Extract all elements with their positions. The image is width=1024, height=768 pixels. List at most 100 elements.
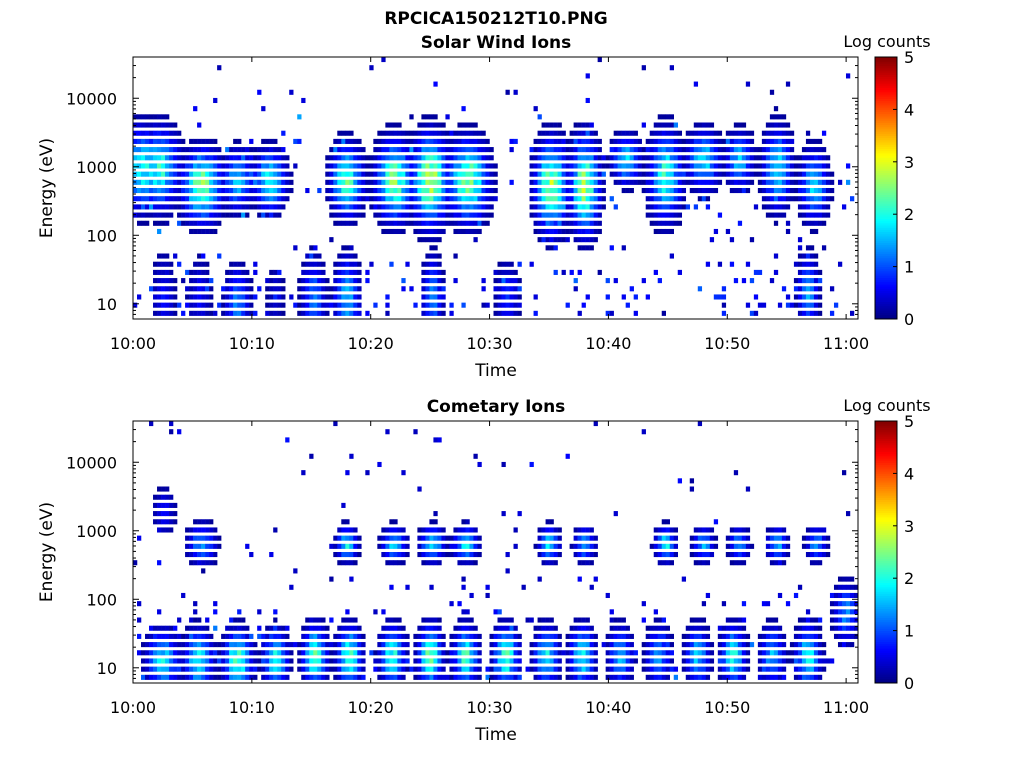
heatmap-cell — [249, 633, 254, 639]
heatmap-cell — [381, 138, 386, 144]
heatmap-cell — [645, 179, 650, 185]
heatmap-cell — [665, 674, 670, 680]
heatmap-cell — [577, 228, 582, 235]
heatmap-cell — [205, 617, 210, 623]
heatmap-cell — [717, 666, 723, 672]
heatmap-cell — [777, 658, 783, 664]
heatmap-cell — [817, 666, 823, 672]
heatmap-cell — [393, 130, 398, 136]
heatmap-cell — [221, 650, 226, 656]
heatmap-cell — [625, 147, 630, 153]
colorbar-segment — [875, 144, 897, 147]
heatmap-cell — [201, 155, 206, 161]
heatmap-cell — [557, 650, 562, 656]
heatmap-cell — [357, 212, 362, 218]
heatmap-cell — [381, 196, 386, 202]
heatmap-cell — [781, 171, 787, 177]
heatmap-cell — [273, 171, 278, 177]
heatmap-cell — [381, 204, 386, 210]
heatmap-cell — [413, 666, 418, 672]
heatmap-cell — [489, 179, 494, 185]
heatmap-cell — [201, 543, 206, 549]
heatmap-cell — [717, 633, 723, 639]
heatmap-cell — [801, 294, 807, 300]
heatmap-cell — [401, 130, 406, 136]
heatmap-cell — [381, 155, 386, 161]
colorbar-segment — [875, 142, 897, 145]
heatmap-cell — [425, 261, 430, 267]
heatmap-cell — [765, 163, 771, 169]
heatmap-cell — [433, 196, 438, 202]
heatmap-cell — [429, 650, 434, 656]
colorbar-segment — [875, 543, 897, 546]
heatmap-cell — [245, 642, 250, 648]
heatmap-cell — [257, 204, 262, 210]
heatmap-cell — [173, 310, 178, 316]
heatmap-cell — [313, 269, 318, 275]
heatmap-cell — [229, 163, 234, 169]
heatmap-cell — [397, 196, 402, 202]
heatmap-cell — [369, 188, 374, 194]
heatmap-cell — [157, 179, 162, 185]
heatmap-cell — [473, 130, 478, 136]
heatmap-cell — [497, 302, 502, 308]
heatmap-cell — [517, 674, 522, 680]
heatmap-cell — [821, 204, 827, 210]
heatmap-cell — [453, 278, 458, 284]
heatmap-cell — [745, 658, 751, 664]
heatmap-cell — [457, 650, 462, 656]
heatmap-cell — [609, 147, 614, 153]
heatmap-cell — [193, 147, 198, 153]
heatmap-cell — [761, 171, 767, 177]
heatmap-cell — [337, 212, 342, 218]
heatmap-cell — [581, 658, 586, 664]
heatmap-cell — [573, 237, 578, 243]
heatmap-cell — [701, 617, 707, 623]
heatmap-cell — [749, 237, 755, 243]
heatmap-cell — [213, 543, 218, 549]
heatmap-cell — [741, 617, 747, 623]
heatmap-cell — [257, 171, 262, 177]
heatmap-cell — [209, 552, 214, 558]
heatmap-cell — [769, 543, 775, 549]
heatmap-cell — [149, 204, 154, 210]
heatmap-cell — [341, 155, 346, 161]
heatmap-cell — [737, 535, 743, 541]
heatmap-cell — [597, 138, 602, 144]
heatmap-cell — [545, 633, 550, 639]
heatmap-cell — [337, 269, 342, 275]
heatmap-cell — [221, 171, 226, 177]
heatmap-cell — [733, 130, 739, 136]
colorbar-segment — [875, 301, 897, 305]
heatmap-cell — [785, 228, 791, 235]
heatmap-cell — [633, 130, 638, 136]
heatmap-cell — [153, 302, 158, 308]
heatmap-cell — [457, 138, 462, 144]
heatmap-cell — [849, 617, 855, 623]
heatmap-cell — [293, 302, 298, 308]
heatmap-cell — [793, 674, 799, 680]
heatmap-cell — [325, 196, 330, 202]
colorbar-segment — [875, 192, 897, 195]
heatmap-cell — [677, 478, 683, 484]
heatmap-cell — [809, 617, 815, 623]
heatmap-cell — [141, 666, 146, 672]
heatmap-cell — [593, 163, 598, 169]
heatmap-cell — [345, 253, 350, 259]
heatmap-cell — [361, 650, 366, 656]
heatmap-cell — [609, 245, 614, 251]
heatmap-cell — [141, 138, 146, 144]
heatmap-cell — [197, 286, 202, 292]
heatmap-cell — [361, 179, 366, 185]
heatmap-cell — [421, 237, 426, 243]
heatmap-cell — [193, 674, 198, 680]
heatmap-cell — [425, 658, 430, 664]
heatmap-cell — [213, 220, 218, 226]
heatmap-cell — [357, 552, 362, 558]
heatmap-cell — [357, 310, 362, 316]
heatmap-cell — [205, 179, 210, 185]
heatmap-cell — [457, 179, 462, 185]
heatmap-cell — [813, 625, 819, 631]
y-tick-label: 10000 — [66, 89, 117, 108]
heatmap-cell — [581, 650, 586, 656]
